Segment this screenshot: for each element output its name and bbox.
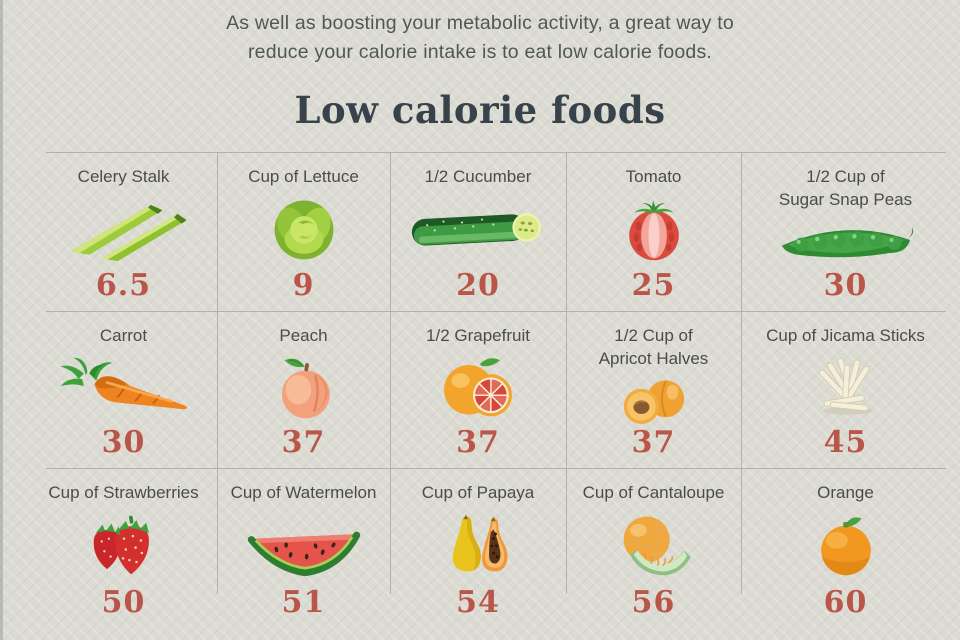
- food-cell-grapefruit: 1/2 Grapefruit 37: [390, 311, 566, 468]
- food-name: Carrot: [99, 326, 148, 345]
- column-divider: [741, 153, 742, 594]
- food-cell-cucumber: 1/2 Cucumber 20: [390, 152, 566, 311]
- calorie-value: 50: [101, 585, 146, 620]
- column-divider: [217, 153, 218, 594]
- strawberry-icon: [93, 515, 149, 575]
- food-name: Celery Stalk: [77, 167, 170, 186]
- food-cell-tomato: Tomato 25: [566, 152, 741, 311]
- cucumber-icon: [411, 212, 541, 246]
- row-divider: [46, 311, 946, 312]
- food-name: 1/2 Cucumber: [424, 167, 532, 186]
- calorie-value: 20: [456, 268, 500, 303]
- calorie-value: 56: [631, 585, 676, 620]
- food-cell-peach: Peach 37: [217, 311, 390, 468]
- intro-text: As well as boosting your metabolic activ…: [226, 12, 734, 63]
- food-cell-celery: Celery Stalk 6.5: [30, 152, 217, 311]
- grapefruit-icon: [444, 357, 512, 416]
- food-name: Cup of Cantaloupe: [582, 483, 725, 502]
- food-name: 1/2 Grapefruit: [426, 326, 530, 345]
- jicama-icon: [818, 357, 873, 415]
- watermelon-icon: [247, 531, 360, 577]
- carrot-icon: [60, 357, 187, 409]
- food-name: Cup of Papaya: [421, 483, 535, 502]
- page-left-edge: [0, 0, 3, 640]
- apricot-icon: [623, 380, 684, 424]
- food-cell-cantaloupe: Cup of Cantaloupe 56: [566, 468, 741, 640]
- food-name: Cup of Watermelon: [230, 483, 377, 502]
- calorie-value: 30: [823, 268, 868, 303]
- row-divider: [46, 152, 946, 153]
- calorie-value: 37: [281, 425, 326, 460]
- food-name: Orange: [817, 483, 874, 502]
- food-cell-strawberries: Cup of Strawberries 50: [30, 468, 217, 640]
- tomato-icon: [628, 200, 679, 260]
- celery-icon: [69, 204, 186, 261]
- orange-icon: [820, 517, 871, 576]
- food-name: Cup of Jicama Sticks: [766, 326, 925, 345]
- calorie-value: 60: [823, 585, 868, 620]
- food-table: Celery Stalk 6.5 Cup of Lettuce 9 1/2 Cu…: [30, 152, 950, 640]
- sugar-snap-peas-icon: [781, 227, 913, 258]
- papaya-icon: [452, 514, 508, 572]
- column-divider: [566, 153, 567, 594]
- food-name: Cup of Strawberries: [48, 483, 199, 502]
- calorie-value: 9: [292, 268, 315, 303]
- food-cell-apricot: 1/2 Cup of Apricot Halves 37: [566, 311, 741, 468]
- row-divider: [46, 468, 946, 469]
- column-divider: [390, 153, 391, 594]
- page-title: Low calorie foods: [294, 88, 666, 132]
- calorie-value: 6.5: [95, 268, 152, 303]
- calorie-value: 30: [101, 425, 146, 460]
- food-cell-sugar-snap-peas: 1/2 Cup of Sugar Snap Peas 30: [741, 152, 950, 311]
- food-name: Peach: [279, 326, 328, 345]
- calorie-value: 25: [631, 268, 676, 303]
- calorie-value: 51: [281, 585, 326, 620]
- food-cell-lettuce: Cup of Lettuce 9: [217, 152, 390, 311]
- food-name: 1/2 Cup of Sugar Snap Peas: [778, 167, 913, 209]
- calorie-value: 37: [631, 425, 676, 460]
- calorie-value: 37: [456, 425, 500, 460]
- calorie-value: 45: [823, 425, 868, 460]
- peach-icon: [281, 358, 330, 418]
- food-cell-carrot: Carrot 30: [30, 311, 217, 468]
- food-name: Tomato: [625, 167, 682, 186]
- food-name: Cup of Lettuce: [248, 167, 359, 186]
- food-name: 1/2 Cup of Apricot Halves: [598, 326, 709, 368]
- lettuce-icon: [274, 200, 333, 259]
- food-cell-orange: Orange 60: [741, 468, 950, 640]
- cantaloupe-icon: [623, 516, 691, 576]
- calorie-value: 54: [456, 585, 500, 620]
- food-cell-watermelon: Cup of Watermelon 51: [217, 468, 390, 640]
- food-cell-papaya: Cup of Papaya 54: [390, 468, 566, 640]
- food-cell-jicama: Cup of Jicama Sticks 45: [741, 311, 950, 468]
